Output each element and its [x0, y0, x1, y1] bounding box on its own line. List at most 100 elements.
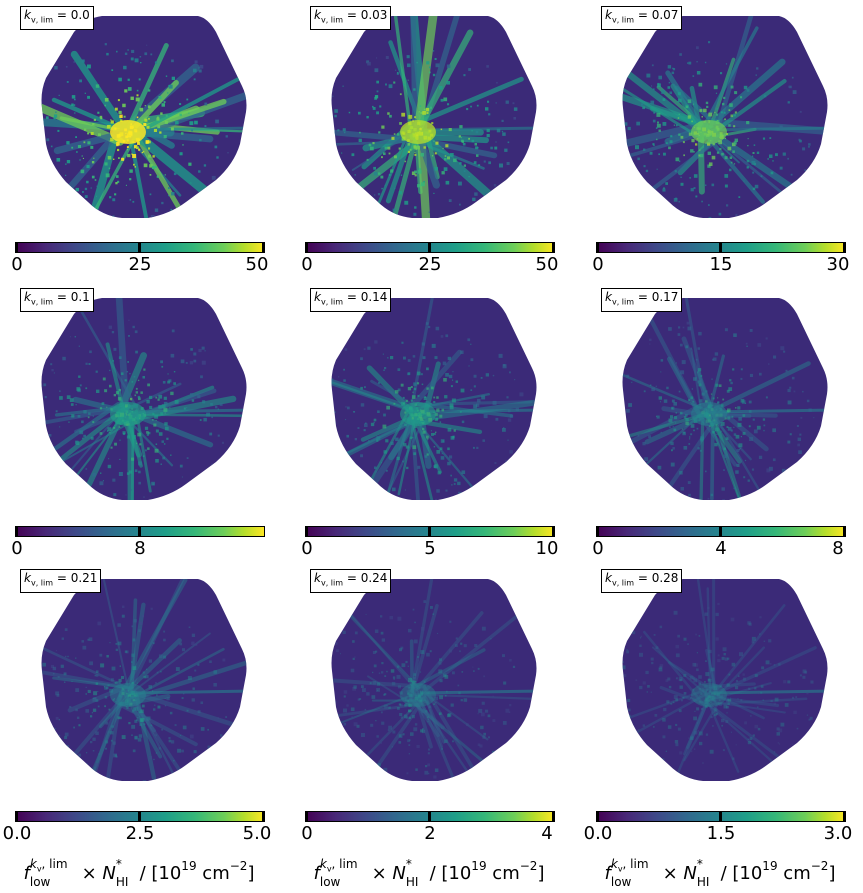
colorbar-tick: [719, 811, 722, 822]
colorbar-tick-label: 0: [301, 255, 312, 275]
k-value: = 0.07: [634, 8, 678, 22]
colorbar-tick: [596, 242, 599, 253]
hi-map-image: [30, 12, 252, 222]
colorbar-tick-label: 3.0: [824, 824, 853, 844]
k-symbol: k: [605, 571, 612, 585]
colorbar: [15, 811, 265, 822]
k-subscript: v, lim: [31, 297, 53, 306]
colorbar-tick: [305, 526, 308, 537]
colorbar-tick: [719, 242, 722, 253]
hi-map: [611, 575, 833, 785]
k-symbol: k: [314, 8, 321, 22]
k-subscript: v, lim: [321, 578, 343, 587]
k-v-lim-label: kv, lim = 0.28: [601, 569, 682, 593]
hi-map: [611, 12, 833, 222]
colorbar-tick: [719, 526, 722, 537]
k-v-lim-label: kv, lim = 0.03: [310, 6, 391, 30]
colorbar-tick-label: 8: [134, 539, 145, 559]
k-symbol: k: [314, 571, 321, 585]
k-symbol: k: [314, 290, 321, 304]
hi-map: [320, 294, 542, 504]
colorbar-tick-label: 30: [827, 255, 850, 275]
colorbar-tick: [428, 242, 431, 253]
hi-map: [30, 294, 252, 504]
colorbar-tick: [138, 811, 141, 822]
colorbar-tick-label: 0: [11, 255, 22, 275]
colorbar: [305, 242, 555, 253]
colorbar-tick-label: 2.5: [126, 824, 155, 844]
colorbar: [15, 242, 265, 253]
k-value: = 0.24: [343, 571, 387, 585]
colorbar-tick: [843, 242, 846, 253]
hi-map-image: [320, 12, 542, 222]
colorbar-tick-label: 0: [592, 255, 603, 275]
k-symbol: k: [24, 8, 31, 22]
k-v-lim-label: kv, lim = 0.14: [310, 288, 391, 312]
colorbar-tick-label: 0: [301, 824, 312, 844]
k-v-lim-label: kv, lim = 0.1: [20, 288, 94, 312]
colorbar: [15, 526, 265, 537]
colorbar-tick-label: 25: [419, 255, 442, 275]
colorbar-tick-label: 0.0: [584, 824, 613, 844]
k-value: = 0.0: [53, 8, 90, 22]
colorbar: [305, 811, 555, 822]
hi-map-image: [611, 575, 833, 785]
hi-map-image: [611, 12, 833, 222]
colorbar-tick: [138, 242, 141, 253]
colorbar-tick: [138, 526, 141, 537]
k-subscript: v, lim: [321, 297, 343, 306]
colorbar-tick-label: 25: [129, 255, 152, 275]
colorbar-tick-label: 50: [536, 255, 559, 275]
colorbar-tick-label: 0: [592, 539, 603, 559]
hi-map-image: [320, 294, 542, 504]
colorbar-tick: [843, 811, 846, 822]
colorbar-tick-label: 2: [424, 824, 435, 844]
colorbar-tick: [428, 526, 431, 537]
hi-map-image: [320, 575, 542, 785]
k-subscript: v, lim: [31, 15, 53, 24]
k-v-lim-label: kv, lim = 0.0: [20, 6, 94, 30]
colorbar-tick-label: 5: [424, 539, 435, 559]
hi-map: [320, 575, 542, 785]
k-v-lim-label: kv, lim = 0.17: [601, 288, 682, 312]
colorbar: [596, 811, 846, 822]
colorbar-tick-label: 0: [301, 539, 312, 559]
colorbar: [596, 242, 846, 253]
colorbar-tick-label: 0.0: [3, 824, 32, 844]
k-subscript: v, lim: [31, 578, 53, 587]
colorbar-tick-label: 4: [541, 824, 552, 844]
k-v-lim-label: kv, lim = 0.21: [20, 569, 101, 593]
colorbar-tick-label: 1.5: [707, 824, 736, 844]
colorbar-tick: [262, 242, 265, 253]
k-symbol: k: [605, 8, 612, 22]
colorbar-tick: [552, 242, 555, 253]
k-subscript: v, lim: [612, 578, 634, 587]
k-value: = 0.28: [634, 571, 678, 585]
colorbar-tick-label: 15: [710, 255, 733, 275]
hi-map: [30, 575, 252, 785]
colorbar-tick: [843, 526, 846, 537]
colorbar-tick-label: 4: [715, 539, 726, 559]
k-symbol: k: [605, 290, 612, 304]
k-value: = 0.1: [53, 290, 90, 304]
colorbar-tick: [15, 526, 18, 537]
colorbar-tick-label: 5.0: [243, 824, 272, 844]
hi-map-image: [30, 294, 252, 504]
k-subscript: v, lim: [321, 15, 343, 24]
k-value: = 0.03: [343, 8, 387, 22]
k-subscript: v, lim: [612, 15, 634, 24]
colorbar-tick-label: 50: [246, 255, 269, 275]
colorbar-tick: [15, 242, 18, 253]
colorbar-tick-label: 8: [832, 539, 843, 559]
colorbar: [305, 526, 555, 537]
k-v-lim-label: kv, lim = 0.24: [310, 569, 391, 593]
hi-map-image: [611, 294, 833, 504]
k-value: = 0.21: [53, 571, 97, 585]
hi-map: [320, 12, 542, 222]
k-value: = 0.17: [634, 290, 678, 304]
colorbar-tick-label: 10: [536, 539, 559, 559]
colorbar-tick: [596, 526, 599, 537]
